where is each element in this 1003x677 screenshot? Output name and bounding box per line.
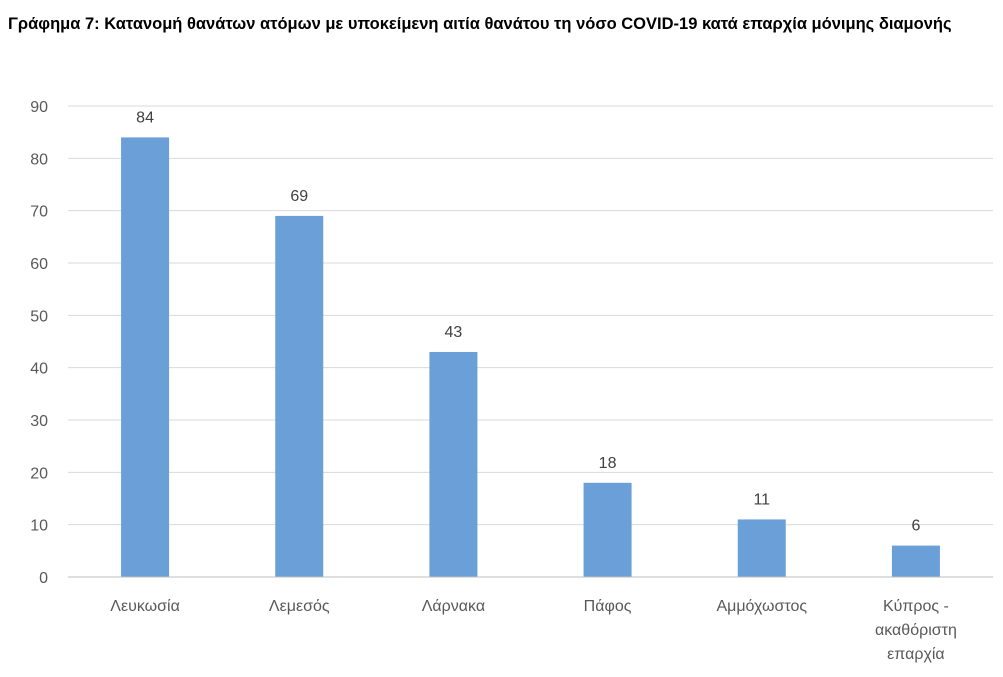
x-category-label-line: Λευκωσία (110, 598, 180, 615)
data-labels: 84 69 43 18 11 6 (136, 109, 920, 534)
data-label: 18 (599, 455, 617, 472)
data-label: 84 (136, 109, 154, 126)
bar (275, 215, 324, 577)
y-tick-label: 20 (30, 465, 48, 482)
y-tick-label: 60 (30, 256, 48, 273)
y-tick-label: 50 (30, 308, 48, 325)
bar (429, 351, 478, 577)
x-category-label: Αμμόχωστος (716, 598, 807, 615)
gridlines (68, 105, 993, 526)
bars (121, 137, 940, 577)
y-tick-label: 0 (39, 570, 48, 587)
x-category-label-line: Λεμεσός (269, 598, 330, 615)
data-label: 6 (911, 518, 920, 535)
data-label: 69 (290, 188, 308, 205)
y-tick-label: 40 (30, 361, 48, 378)
y-tick-label: 90 (30, 99, 48, 116)
x-category-label-line: Αμμόχωστος (716, 598, 807, 615)
bar (583, 482, 632, 577)
data-label: 43 (445, 324, 463, 341)
y-tick-label: 10 (30, 518, 48, 535)
y-tick-label: 70 (30, 204, 48, 221)
x-category-label: Λευκωσία (110, 598, 180, 615)
data-label: 11 (753, 491, 770, 508)
bar (891, 545, 940, 577)
x-category-label-line: Λάρνακα (422, 598, 485, 615)
x-category-label-line: Κύπρος - (883, 598, 949, 615)
x-category-label: Πάφος (584, 598, 632, 615)
bar (121, 137, 170, 577)
x-category-label-line: Πάφος (584, 598, 632, 615)
y-axis-tick-labels: 0 10 20 30 40 50 60 70 80 90 (30, 99, 48, 587)
x-category-label: Λεμεσός (269, 598, 330, 615)
x-category-label: Λάρνακα (422, 598, 485, 615)
y-tick-label: 80 (30, 151, 48, 168)
x-category-label: Κύπρος - ακαθόριστη επαρχία (875, 598, 957, 663)
x-category-label-line: ακαθόριστη (875, 622, 957, 639)
chart-title: Γράφημα 7: Κατανομή θανάτων ατόμων με υπ… (8, 15, 952, 33)
x-category-label-line: επαρχία (887, 646, 945, 663)
bar (737, 519, 786, 577)
y-tick-label: 30 (30, 413, 48, 430)
x-axis-category-labels: Λευκωσία Λεμεσός Λάρνακα Πάφος Αμμόχωστος Κύπ… (110, 598, 957, 663)
